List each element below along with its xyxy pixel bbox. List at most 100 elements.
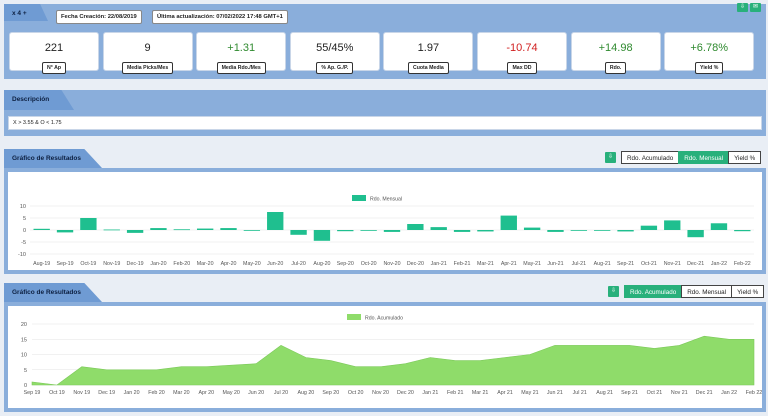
x-tick-label: Oct-20 xyxy=(361,261,377,267)
x-tick-label: Dec 20 xyxy=(397,390,414,396)
stat-card: -10.74 Max DD xyxy=(477,32,567,74)
stat-card: 55/45% % Ap. G./P. xyxy=(289,32,380,74)
chart-mensual-title: Gráfico de Resultados xyxy=(12,155,81,162)
chart-acumulado-area: 0 5 10 15 20 Sep 19 Oct 19 Nov 19 Dec 19 Jan 20 Fe… xyxy=(4,302,766,412)
x-tick-label: May-20 xyxy=(243,261,261,267)
y-tick-label: 10 xyxy=(21,353,27,359)
x-tick-label: Sep 19 xyxy=(24,390,41,396)
chart-acumulado-view-toggle: Rdo. Acumulado Rdo. Mensual Yield % xyxy=(624,285,765,298)
legend-swatch xyxy=(347,314,361,320)
x-tick-label: Sep-21 xyxy=(617,261,634,267)
bar xyxy=(617,230,634,232)
stat-value: +6.78% xyxy=(690,42,728,54)
bar xyxy=(594,230,611,231)
ultima-actualizacion-badge: Última actualización: 07/02/2022 17:48 G… xyxy=(152,10,288,24)
bar xyxy=(547,230,564,232)
bar xyxy=(126,230,144,233)
x-tick-label: Sep 21 xyxy=(621,390,638,396)
y-tick-label: -10 xyxy=(18,252,26,258)
y-tick-label: -5 xyxy=(21,240,26,246)
stat-value: +1.31 xyxy=(227,42,256,54)
descripcion-panel: Descripción X > 3.55 & O < 1.75 xyxy=(4,90,766,136)
x-tick-label: Dec 19 xyxy=(98,390,115,396)
x-tick-label: Feb-20 xyxy=(173,261,190,267)
chart-acumulado-panel: Gráfico de Resultados ⇩ Rdo. Acumulado R… xyxy=(4,283,766,412)
btn-rdo-acumulado[interactable]: Rdo. Acumulado xyxy=(621,151,680,164)
x-tick-label: Apr 20 xyxy=(198,390,214,396)
stat-label: Rdo. xyxy=(604,62,627,74)
bar xyxy=(523,227,541,230)
stat-value: +14.98 xyxy=(598,42,633,54)
x-tick-label: May 20 xyxy=(222,390,239,396)
bar xyxy=(453,230,471,232)
bar xyxy=(383,230,401,232)
stat-value: -10.74 xyxy=(506,42,538,54)
stat-card: 1.97 Cuota Media xyxy=(383,32,474,74)
x-tick-label: Jan-20 xyxy=(150,261,166,267)
x-tick-label: Dec-21 xyxy=(687,261,704,267)
x-tick-label: Dec-19 xyxy=(127,261,144,267)
bar xyxy=(33,228,50,230)
bar xyxy=(360,230,377,231)
x-tick-label: Aug-21 xyxy=(594,261,611,267)
x-tick-label: Jun-21 xyxy=(547,261,563,267)
x-tick-label: Feb 20 xyxy=(148,390,165,396)
ultima-actualizacion-text: Última actualización: 07/02/2022 17:48 G… xyxy=(157,14,283,20)
x-tick-label: Nov-21 xyxy=(664,261,681,267)
descripcion-box: X > 3.55 & O < 1.75 xyxy=(8,116,762,130)
x-tick-label: Nov 21 xyxy=(671,390,688,396)
x-tick-label: Aug 20 xyxy=(297,390,314,396)
stat-label: Media Picks/Mes xyxy=(121,62,174,74)
chart-acumulado-tab: Gráfico de Resultados xyxy=(4,283,102,302)
btn-rdo-mensual[interactable]: Rdo. Mensual xyxy=(678,151,730,164)
x-tick-label: Sep-20 xyxy=(337,261,354,267)
bar xyxy=(430,227,447,230)
email-icon[interactable]: ✉ xyxy=(750,3,761,12)
x-tick-label: Apr-21 xyxy=(501,261,517,267)
bar xyxy=(220,228,237,230)
bar xyxy=(640,225,658,230)
x-tick-label: Mar 21 xyxy=(472,390,489,396)
btn-rdo-acumulado-2[interactable]: Rdo. Acumulado xyxy=(624,285,683,298)
btn-rdo-mensual-2[interactable]: Rdo. Mensual xyxy=(681,285,733,298)
bar xyxy=(243,230,261,231)
btn-yield-2[interactable]: Yield % xyxy=(731,285,765,298)
chart-acumulado-download-icon[interactable]: ⇩ xyxy=(608,286,619,297)
download-icon[interactable]: ⇩ xyxy=(737,3,748,12)
x-tick-label: Aug-19 xyxy=(33,261,50,267)
btn-yield[interactable]: Yield % xyxy=(728,151,762,164)
bar xyxy=(173,229,190,231)
stat-value: 221 xyxy=(44,42,64,54)
stat-card: +6.78% Yield % xyxy=(664,32,755,74)
y-tick-label: 5 xyxy=(24,368,27,374)
x-tick-label: Oct-19 xyxy=(80,261,96,267)
stat-label: % Ap. G./P. xyxy=(316,62,354,74)
x-tick-label: Sep-19 xyxy=(56,261,73,267)
y-tick-label: 5 xyxy=(23,216,26,222)
y-tick-label: 0 xyxy=(23,228,26,234)
chart-mensual-tab: Gráfico de Resultados xyxy=(4,149,102,168)
strategy-title: x 4 + xyxy=(12,10,27,17)
x-tick-label: Jul 21 xyxy=(573,390,587,396)
x-tick-label: Nov-19 xyxy=(103,261,120,267)
x-tick-label: Jan 20 xyxy=(124,390,140,396)
x-tick-label: Feb 22 xyxy=(746,390,762,396)
x-tick-label: Jun-20 xyxy=(267,261,283,267)
x-tick-label: Jun 20 xyxy=(248,390,264,396)
x-tick-label: Nov-20 xyxy=(383,261,400,267)
y-tick-label: 15 xyxy=(21,337,27,343)
stat-value: 9 xyxy=(144,42,151,54)
bar xyxy=(290,230,307,235)
x-tick-label: May-21 xyxy=(523,261,541,267)
descripcion-tab: Descripción xyxy=(4,90,74,110)
chart-mensual-area: -10 -5 0 5 10 Aug-19 Sep-19 Oct-19 Nov-19 Dec-19 J… xyxy=(4,168,766,274)
stat-label: Max DD xyxy=(507,62,537,74)
bar xyxy=(500,215,517,230)
stat-label: Yield % xyxy=(695,62,724,74)
stat-card: 221 N° Ap xyxy=(9,32,99,74)
chart-mensual-download-icon[interactable]: ⇩ xyxy=(605,152,616,163)
x-tick-label: Feb-22 xyxy=(734,261,751,267)
chart-mensual-panel: Gráfico de Resultados ⇩ Rdo. Acumulado R… xyxy=(4,149,766,274)
x-tick-label: Oct 21 xyxy=(647,390,663,396)
bar xyxy=(80,218,97,230)
